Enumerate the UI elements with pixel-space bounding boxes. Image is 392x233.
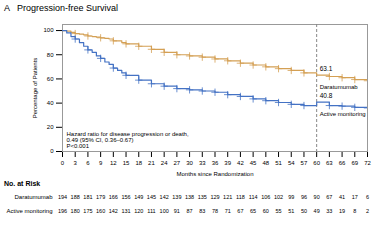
svg-text:142: 142 xyxy=(160,194,169,200)
svg-text:17: 17 xyxy=(352,194,358,200)
svg-text:87: 87 xyxy=(187,208,193,214)
svg-text:12: 12 xyxy=(110,160,117,166)
svg-text:67: 67 xyxy=(326,194,332,200)
svg-text:96: 96 xyxy=(301,194,307,200)
svg-text:166: 166 xyxy=(109,194,118,200)
svg-text:18: 18 xyxy=(135,160,142,166)
svg-text:63: 63 xyxy=(326,160,333,166)
svg-text:175: 175 xyxy=(83,208,92,214)
svg-text:138: 138 xyxy=(185,194,194,200)
svg-text:118: 118 xyxy=(236,194,245,200)
svg-text:0: 0 xyxy=(61,160,65,166)
svg-text:6: 6 xyxy=(366,194,369,200)
svg-text:66: 66 xyxy=(339,160,346,166)
svg-text:69: 69 xyxy=(351,160,358,166)
svg-text:100: 100 xyxy=(43,27,54,33)
svg-text:180: 180 xyxy=(71,208,80,214)
svg-text:120: 120 xyxy=(134,208,143,214)
svg-text:121: 121 xyxy=(223,194,232,200)
svg-text:179: 179 xyxy=(96,194,105,200)
svg-text:45: 45 xyxy=(250,160,257,166)
svg-text:129: 129 xyxy=(210,194,219,200)
svg-text:27: 27 xyxy=(174,160,181,166)
svg-text:49: 49 xyxy=(314,208,320,214)
svg-text:55: 55 xyxy=(275,208,281,214)
svg-text:50: 50 xyxy=(301,208,307,214)
svg-text:9: 9 xyxy=(99,160,103,166)
svg-text:3: 3 xyxy=(74,160,78,166)
svg-text:36: 36 xyxy=(212,160,219,166)
svg-text:30: 30 xyxy=(186,160,193,166)
svg-text:15: 15 xyxy=(123,160,130,166)
svg-text:114: 114 xyxy=(249,194,258,200)
svg-text:19: 19 xyxy=(339,208,345,214)
html-text:A Progression-free Survival: A Progression-free Survival xyxy=(4,3,118,13)
svg-text:102: 102 xyxy=(274,194,283,200)
svg-text:196: 196 xyxy=(58,208,67,214)
svg-text:Months since Randomization: Months since Randomization xyxy=(176,171,253,177)
svg-text:0: 0 xyxy=(50,148,54,154)
svg-text:83: 83 xyxy=(199,208,205,214)
svg-text:181: 181 xyxy=(83,194,92,200)
svg-text:Percentage of Patients: Percentage of Patients xyxy=(32,58,38,119)
svg-text:2: 2 xyxy=(366,208,369,214)
svg-text:51: 51 xyxy=(275,160,282,166)
svg-text:60: 60 xyxy=(47,76,54,82)
svg-text:100: 100 xyxy=(160,208,169,214)
svg-text:Daratumumab: Daratumumab xyxy=(14,194,53,200)
svg-text:135: 135 xyxy=(198,194,207,200)
svg-text:33: 33 xyxy=(326,208,332,214)
svg-text:48: 48 xyxy=(262,160,269,166)
svg-text:42: 42 xyxy=(237,160,244,166)
svg-text:80: 80 xyxy=(47,52,54,58)
svg-text:57: 57 xyxy=(301,160,308,166)
svg-text:20: 20 xyxy=(47,124,54,130)
svg-text:99: 99 xyxy=(288,194,294,200)
svg-text:145: 145 xyxy=(147,194,156,200)
svg-text:8: 8 xyxy=(353,208,356,214)
svg-text:54: 54 xyxy=(288,160,295,166)
svg-text:142: 142 xyxy=(109,208,118,214)
svg-text:78: 78 xyxy=(212,208,218,214)
svg-text:40: 40 xyxy=(47,100,54,106)
svg-text:63.1: 63.1 xyxy=(320,65,333,72)
svg-text:188: 188 xyxy=(71,194,80,200)
svg-text:139: 139 xyxy=(172,194,181,200)
svg-text:106: 106 xyxy=(261,194,270,200)
svg-text:71: 71 xyxy=(225,208,231,214)
svg-text:21: 21 xyxy=(148,160,155,166)
svg-text:131: 131 xyxy=(121,208,130,214)
svg-text:67: 67 xyxy=(237,208,243,214)
svg-text:156: 156 xyxy=(121,194,130,200)
svg-text:24: 24 xyxy=(161,160,168,166)
svg-text:65: 65 xyxy=(250,208,256,214)
svg-text:72: 72 xyxy=(364,160,371,166)
svg-text:51: 51 xyxy=(288,208,294,214)
svg-text:Hazard ratio for disease progr: Hazard ratio for disease progression or … xyxy=(67,131,189,149)
svg-text:149: 149 xyxy=(134,194,143,200)
svg-text:Daratumumab: Daratumumab xyxy=(320,84,359,90)
svg-text:60: 60 xyxy=(263,208,269,214)
svg-text:40.8: 40.8 xyxy=(320,92,333,99)
svg-text:39: 39 xyxy=(224,160,231,166)
svg-text:Active monitoring: Active monitoring xyxy=(320,111,366,117)
svg-text:33: 33 xyxy=(199,160,206,166)
svg-text:111: 111 xyxy=(147,208,155,214)
svg-text:6: 6 xyxy=(86,160,90,166)
svg-text:60: 60 xyxy=(313,160,320,166)
svg-text:41: 41 xyxy=(339,194,345,200)
svg-text:194: 194 xyxy=(58,194,67,200)
html-text:No. at Risk: No. at Risk xyxy=(4,180,41,187)
svg-text:91: 91 xyxy=(174,208,180,214)
svg-text:Active monitoring: Active monitoring xyxy=(6,208,52,214)
svg-text:160: 160 xyxy=(96,208,105,214)
svg-text:90: 90 xyxy=(314,194,320,200)
